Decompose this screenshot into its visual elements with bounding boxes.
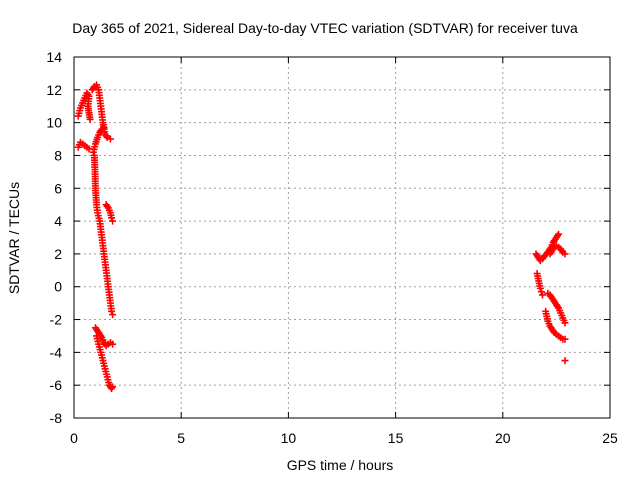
- data-point: [108, 214, 116, 222]
- x-axis-label: GPS time / hours: [287, 457, 394, 473]
- y-tick-label: -2: [50, 312, 63, 328]
- data-point: [538, 291, 546, 299]
- x-tick-label: 0: [70, 430, 78, 446]
- data-point: [100, 124, 108, 132]
- data-point: [109, 383, 117, 391]
- y-tick-label: 4: [54, 213, 62, 229]
- tick-labels: 0 5 10 15 20 25 -8 -6 -4 -2 0 2 4 6 8 10 12 14: [46, 49, 618, 446]
- data-point: [109, 340, 117, 348]
- data-point: [561, 357, 569, 365]
- x-tick-label: 5: [177, 430, 185, 446]
- x-tick-label: 10: [281, 430, 297, 446]
- data-point: [109, 217, 117, 225]
- y-tick-label: 2: [54, 246, 62, 262]
- axis-ticks: [73, 56, 611, 419]
- y-tick-label: 8: [54, 147, 62, 163]
- data-point: [86, 115, 94, 123]
- x-tick-label: 20: [495, 430, 511, 446]
- y-tick-label: -4: [50, 344, 63, 360]
- data-point: [536, 284, 544, 292]
- y-tick-label: 10: [46, 115, 62, 131]
- y-tick-label: 0: [54, 279, 62, 295]
- y-tick-label: 12: [46, 82, 62, 98]
- x-tick-label: 25: [602, 430, 618, 446]
- y-tick-label: -8: [50, 410, 63, 426]
- y-axis-label: SDTVAR / TECUs: [6, 182, 22, 294]
- y-tick-label: -6: [50, 377, 63, 393]
- data-point: [561, 319, 569, 327]
- data-point: [102, 132, 110, 140]
- chart-title: Day 365 of 2021, Sidereal Day-to-day VTE…: [72, 20, 578, 36]
- data-point: [561, 335, 569, 343]
- data-points: [74, 81, 569, 392]
- data-point: [106, 135, 114, 143]
- data-point: [108, 307, 116, 315]
- data-point: [561, 250, 569, 258]
- plot-frame: [73, 56, 611, 419]
- y-tick-label: 14: [46, 49, 62, 65]
- grid: [74, 57, 610, 418]
- x-tick-label: 15: [388, 430, 404, 446]
- data-point: [537, 288, 545, 296]
- data-point: [109, 311, 117, 319]
- y-tick-label: 6: [54, 180, 62, 196]
- data-point: [555, 230, 563, 238]
